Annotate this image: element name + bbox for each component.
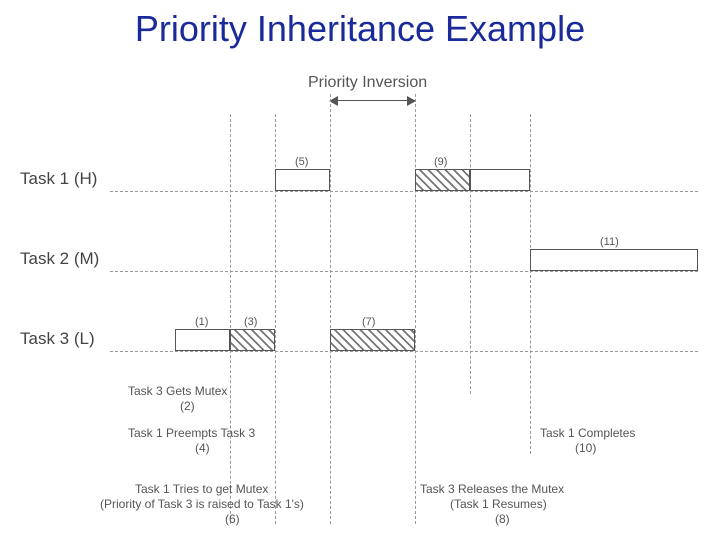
- t3-seg1: [175, 329, 230, 351]
- v-f: [470, 114, 471, 394]
- cap-10a: Task 1 Completes: [540, 426, 635, 440]
- num-9: (9): [434, 156, 447, 168]
- num-11: (11): [600, 236, 619, 248]
- t3-seg3: [230, 329, 275, 351]
- num-3: (3): [244, 316, 257, 328]
- cap-6a: Task 1 Tries to get Mutex: [135, 482, 268, 496]
- cap-10b: (10): [575, 441, 596, 455]
- v-d: [330, 94, 331, 524]
- t1-baseline: [110, 191, 698, 192]
- t3-seg7: [330, 329, 415, 351]
- diagram-area: Priority Inversion Task 1 (H) Task 2 (M)…: [0, 54, 720, 534]
- t1-segpost9: [470, 169, 530, 191]
- cap-4b: (4): [195, 441, 210, 455]
- slide-title: Priority Inheritance Example: [0, 0, 720, 54]
- t3-baseline: [110, 351, 698, 352]
- task3-label: Task 3 (L): [20, 329, 95, 349]
- v-e: [415, 94, 416, 524]
- cap-4a: Task 1 Preempts Task 3: [128, 426, 255, 440]
- cap-8a: Task 3 Releases the Mutex: [420, 482, 564, 496]
- priority-inversion-label: Priority Inversion: [308, 74, 427, 92]
- task2-label: Task 2 (M): [20, 249, 99, 269]
- num-5: (5): [295, 156, 308, 168]
- t1-seg5: [275, 169, 330, 191]
- priority-inversion-arrow: [330, 100, 415, 101]
- cap-2b: (2): [180, 399, 195, 413]
- num-7: (7): [362, 316, 375, 328]
- cap-8c: (8): [495, 512, 510, 526]
- task1-label: Task 1 (H): [20, 169, 97, 189]
- cap-8b: (Task 1 Resumes): [450, 497, 547, 511]
- cap-6c: (6): [225, 512, 240, 526]
- cap-6b: (Priority of Task 3 is raised to Task 1'…: [100, 497, 304, 511]
- t1-seg9: [415, 169, 470, 191]
- num-1: (1): [195, 316, 208, 328]
- t2-seg11: [530, 249, 698, 271]
- v-g: [530, 114, 531, 454]
- t2-baseline: [110, 271, 698, 272]
- v-b: [230, 114, 231, 524]
- cap-2a: Task 3 Gets Mutex: [128, 384, 227, 398]
